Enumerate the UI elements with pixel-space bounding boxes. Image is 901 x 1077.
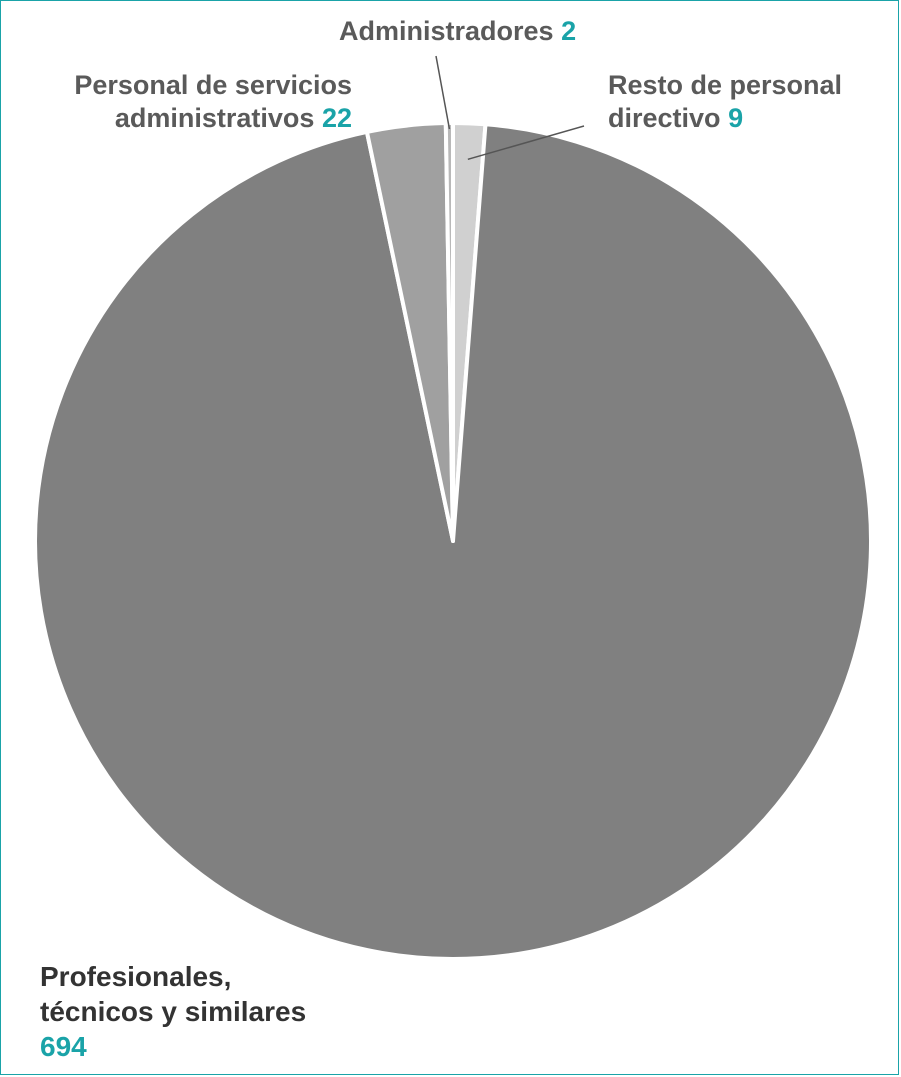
label-administradores-text: Administradores <box>339 16 554 46</box>
pie-slice-3 <box>443 120 455 543</box>
label-resto-personal-line1: Resto de personal <box>608 70 843 100</box>
label-personal-servicios-line2: administrativos <box>114 103 315 133</box>
label-profesionales-line1: Profesionales, <box>40 961 232 992</box>
leader-line-resto <box>467 125 585 161</box>
value-administradores: 2 <box>561 16 577 46</box>
label-resto-personal: Resto de personal directivo 9 <box>608 69 842 135</box>
label-personal-servicios: Personal de servicios administrativos 22 <box>74 69 352 135</box>
label-profesionales: Profesionales, técnicos y similares 694 <box>40 959 306 1064</box>
value-resto-personal: 9 <box>728 103 744 133</box>
label-resto-personal-line2: directivo <box>608 103 721 133</box>
label-administradores: Administradores 2 <box>339 15 576 48</box>
label-profesionales-line2: técnicos y similares <box>40 996 307 1027</box>
value-personal-servicios: 22 <box>321 103 352 133</box>
label-personal-servicios-line1: Personal de servicios <box>74 70 352 100</box>
value-profesionales: 694 <box>40 1031 87 1062</box>
leader-line-administradores <box>435 55 451 130</box>
